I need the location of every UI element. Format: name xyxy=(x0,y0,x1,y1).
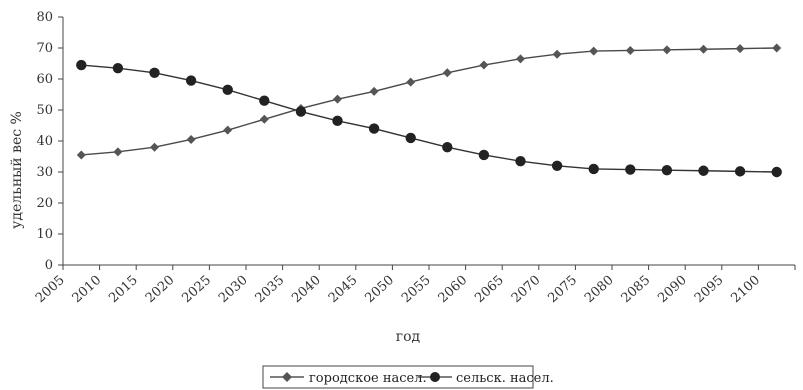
data-point xyxy=(734,166,746,177)
data-point xyxy=(295,106,307,117)
x-tick-label: 2100 xyxy=(728,273,763,306)
y-tick-label: 70 xyxy=(36,41,53,56)
x-tick-label: 2040 xyxy=(289,273,324,306)
legend-marker-urban xyxy=(282,372,292,382)
data-point xyxy=(406,77,416,87)
y-tick-label: 60 xyxy=(36,72,53,87)
x-tick-label: 2065 xyxy=(472,273,507,306)
y-tick-label: 80 xyxy=(36,10,53,25)
data-point xyxy=(223,125,233,135)
data-point xyxy=(478,149,490,161)
legend-label-urban: городское насел. xyxy=(309,371,427,386)
x-tick-label: 2035 xyxy=(253,273,288,306)
data-point xyxy=(259,95,270,106)
x-tick-label: 2070 xyxy=(509,273,544,306)
x-tick-label: 2030 xyxy=(216,273,251,306)
data-point xyxy=(515,155,526,167)
x-tick-label: 2055 xyxy=(399,273,434,306)
x-tick-label: 2025 xyxy=(179,273,214,306)
legend-box xyxy=(262,365,534,389)
x-tick-label: 2060 xyxy=(436,273,471,306)
data-point xyxy=(771,166,782,178)
y-axis-title: удельный вес % xyxy=(9,111,25,229)
series-line xyxy=(81,64,777,173)
plot-area xyxy=(76,43,782,178)
data-point xyxy=(332,115,343,127)
data-point xyxy=(222,84,233,96)
x-tick-label: 2020 xyxy=(143,273,178,306)
x-tick-label: 2080 xyxy=(582,273,617,306)
y-tick-label: 0 xyxy=(45,258,53,273)
data-point xyxy=(259,114,269,124)
data-point xyxy=(552,49,562,59)
data-point xyxy=(479,60,489,70)
data-point xyxy=(186,134,196,144)
series-rural xyxy=(76,59,782,178)
x-tick-label: 2005 xyxy=(33,273,68,306)
data-point xyxy=(112,62,124,74)
data-point xyxy=(113,147,123,157)
data-point xyxy=(735,44,745,54)
x-tick-label: 2010 xyxy=(70,273,105,306)
data-point xyxy=(625,45,635,55)
y-tick-label: 30 xyxy=(36,165,53,180)
data-point xyxy=(662,45,672,55)
data-point xyxy=(333,94,342,104)
data-point xyxy=(625,164,636,175)
x-axis-title: год xyxy=(396,329,421,345)
data-point xyxy=(588,163,599,175)
y-tick-label: 10 xyxy=(36,227,53,242)
data-point xyxy=(551,160,563,171)
data-point xyxy=(698,165,709,176)
x-tick-label: 2085 xyxy=(619,273,654,306)
x-tick-label: 2015 xyxy=(106,273,141,306)
data-point xyxy=(661,164,673,176)
y-tick-label: 50 xyxy=(36,103,53,118)
legend: городское насел. сельск. насел. xyxy=(262,365,554,389)
data-point xyxy=(185,75,197,86)
y-axis: 0 10 20 30 40 50 60 70 80 xyxy=(36,10,64,273)
data-point xyxy=(369,86,379,96)
x-axis: 2005 2010 2015 2020 2025 2030 2035 2040 2045 2050… xyxy=(33,264,796,306)
data-point xyxy=(150,142,159,152)
data-point xyxy=(589,46,599,56)
data-point xyxy=(699,44,708,54)
x-tick-label: 2090 xyxy=(655,273,690,306)
y-tick-label: 20 xyxy=(36,196,53,211)
series-line xyxy=(81,47,777,156)
data-point xyxy=(76,59,87,71)
x-tick-label: 2095 xyxy=(692,273,727,306)
data-point xyxy=(405,132,416,144)
x-tick-label: 2075 xyxy=(545,273,580,306)
data-point xyxy=(76,150,86,160)
y-tick-label: 40 xyxy=(36,134,53,149)
data-point xyxy=(149,67,160,79)
data-point xyxy=(516,54,525,64)
x-tick-label: 2050 xyxy=(362,273,397,306)
x-tick-label: 2045 xyxy=(326,273,361,306)
data-point xyxy=(772,43,782,53)
data-point xyxy=(368,123,380,134)
data-point xyxy=(442,142,453,153)
legend-label-rural: сельск. насел. xyxy=(456,371,554,386)
data-point xyxy=(442,68,452,78)
legend-marker-rural xyxy=(430,372,440,382)
